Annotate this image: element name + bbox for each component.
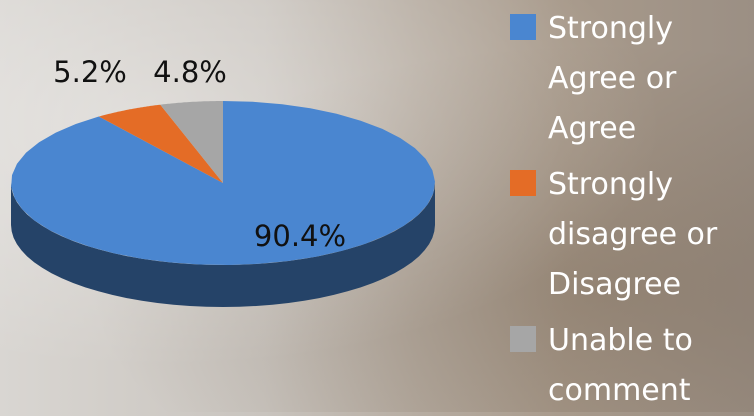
- value-label: 5.2%: [53, 55, 127, 89]
- page: 90.4% 5.2% 4.8% Strongly Agree or AgreeStr…: [0, 0, 754, 412]
- value-label: 90.4%: [254, 219, 346, 253]
- legend-swatch: [510, 14, 536, 40]
- legend-label: Strongly Agree or Agree: [548, 4, 728, 154]
- legend-item: Strongly Agree or Agree: [510, 4, 750, 154]
- legend-swatch: [510, 326, 536, 352]
- chart: 90.4% 5.2% 4.8%: [0, 0, 500, 412]
- legend-label: Strongly disagree or Disagree: [548, 160, 728, 310]
- slice: [11, 101, 435, 265]
- value-label: 4.8%: [153, 55, 227, 89]
- legend-item: Unable to comment: [510, 316, 750, 416]
- legend-swatch: [510, 170, 536, 196]
- legend-item: Strongly disagree or Disagree: [510, 160, 750, 310]
- legend-label: Unable to comment: [548, 316, 728, 416]
